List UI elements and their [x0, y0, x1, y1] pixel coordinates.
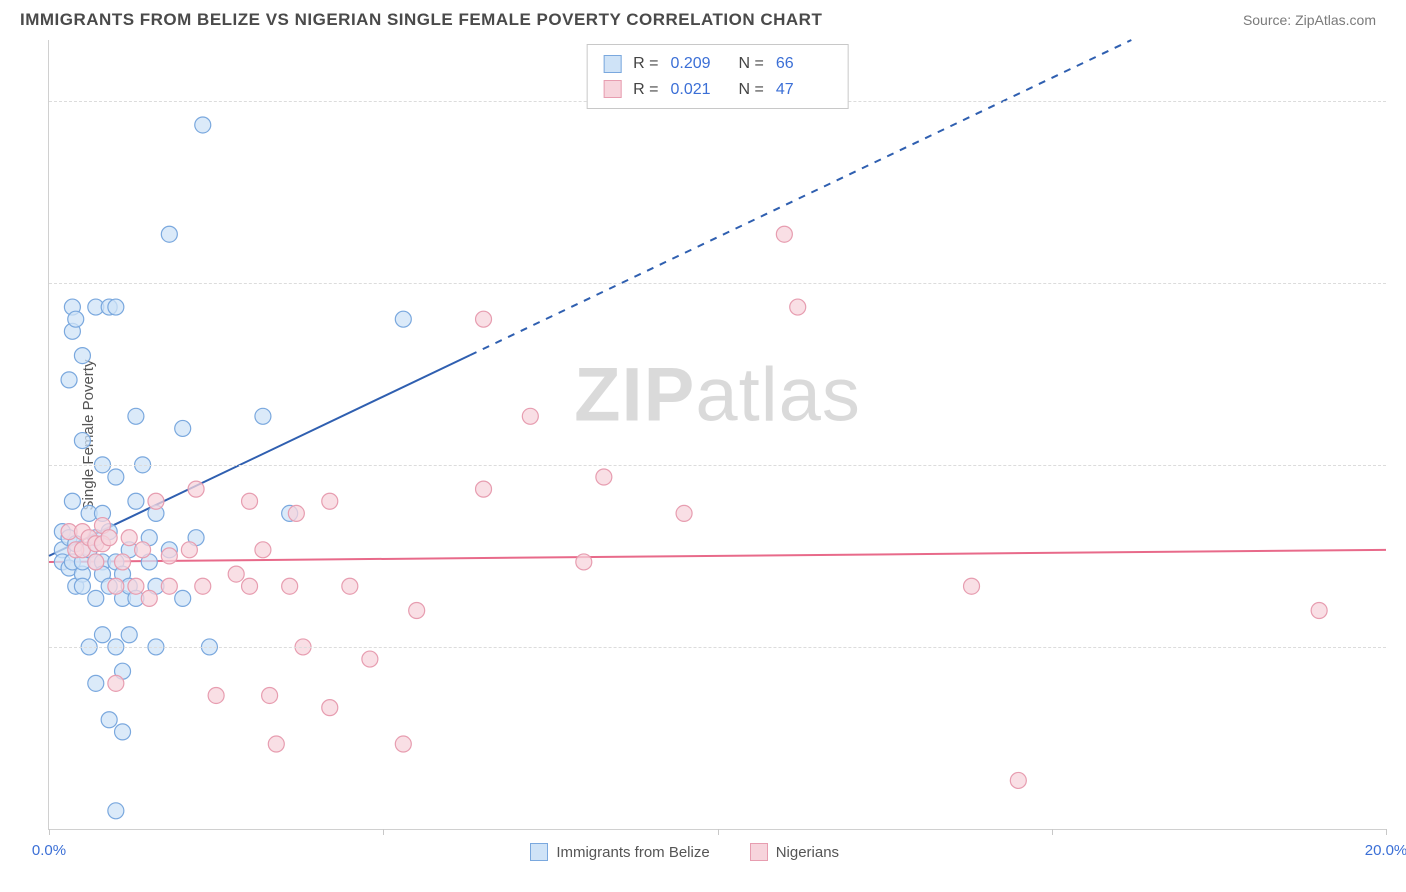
- data-point: [1311, 603, 1327, 619]
- r-value-1: 0.209: [671, 51, 727, 77]
- x-tick: [49, 829, 50, 835]
- data-point: [342, 578, 358, 594]
- data-point: [128, 493, 144, 509]
- legend-row-1: R = 0.209 N = 66: [603, 51, 832, 77]
- x-legend-label-1: Immigrants from Belize: [556, 844, 709, 861]
- data-point: [409, 603, 425, 619]
- x-legend-item-1: Immigrants from Belize: [530, 843, 709, 861]
- data-point: [141, 590, 157, 606]
- data-point: [64, 493, 80, 509]
- data-point: [161, 578, 177, 594]
- data-point: [476, 311, 492, 327]
- chart-area: Single Female Poverty ZIPatlas R = 0.209…: [48, 40, 1386, 830]
- legend-swatch-nigerians: [603, 80, 621, 98]
- r-value-2: 0.021: [671, 77, 727, 103]
- data-point: [108, 469, 124, 485]
- plot-svg: [49, 40, 1386, 829]
- data-point: [121, 627, 137, 643]
- grid-line: [49, 465, 1386, 466]
- data-point: [94, 627, 110, 643]
- x-tick: [718, 829, 719, 835]
- n-value-1: 66: [776, 51, 832, 77]
- grid-line: [49, 283, 1386, 284]
- data-point: [74, 578, 90, 594]
- data-point: [1010, 772, 1026, 788]
- x-legend-label-2: Nigerians: [776, 844, 839, 861]
- data-point: [61, 372, 77, 388]
- data-point: [101, 530, 117, 546]
- data-point: [322, 700, 338, 716]
- legend-row-2: R = 0.021 N = 47: [603, 77, 832, 103]
- data-point: [322, 493, 338, 509]
- data-point: [115, 724, 131, 740]
- data-point: [161, 226, 177, 242]
- data-point: [395, 311, 411, 327]
- data-point: [964, 578, 980, 594]
- data-point: [175, 590, 191, 606]
- data-point: [108, 803, 124, 819]
- chart-source: Source: ZipAtlas.com: [1243, 12, 1376, 28]
- data-point: [228, 566, 244, 582]
- x-swatch-2: [750, 843, 768, 861]
- data-point: [268, 736, 284, 752]
- data-point: [74, 433, 90, 449]
- x-legend-item-2: Nigerians: [750, 843, 839, 861]
- data-point: [288, 505, 304, 521]
- data-point: [128, 408, 144, 424]
- data-point: [242, 493, 258, 509]
- data-point: [161, 548, 177, 564]
- y-tick-label: 30.0%: [1394, 456, 1406, 473]
- data-point: [181, 542, 197, 558]
- data-point: [108, 675, 124, 691]
- data-point: [188, 481, 204, 497]
- data-point: [790, 299, 806, 315]
- data-point: [88, 554, 104, 570]
- grid-line: [49, 647, 1386, 648]
- data-point: [395, 736, 411, 752]
- data-point: [128, 578, 144, 594]
- data-point: [88, 675, 104, 691]
- data-point: [108, 299, 124, 315]
- data-point: [148, 493, 164, 509]
- correlation-legend: R = 0.209 N = 66 R = 0.021 N = 47: [586, 44, 849, 109]
- data-point: [74, 348, 90, 364]
- data-point: [262, 687, 278, 703]
- chart-title: IMMIGRANTS FROM BELIZE VS NIGERIAN SINGL…: [20, 10, 822, 30]
- data-point: [522, 408, 538, 424]
- y-tick-label: 45.0%: [1394, 274, 1406, 291]
- data-point: [195, 578, 211, 594]
- x-tick: [383, 829, 384, 835]
- y-tick-label: 60.0%: [1394, 92, 1406, 109]
- data-point: [121, 530, 137, 546]
- n-value-2: 47: [776, 77, 832, 103]
- x-tick-label: 0.0%: [32, 842, 66, 859]
- data-point: [676, 505, 692, 521]
- data-point: [362, 651, 378, 667]
- x-tick-label: 20.0%: [1365, 842, 1406, 859]
- legend-swatch-belize: [603, 55, 621, 73]
- x-tick: [1052, 829, 1053, 835]
- data-point: [242, 578, 258, 594]
- x-axis-legend: Immigrants from Belize Nigerians: [530, 843, 839, 861]
- data-point: [596, 469, 612, 485]
- data-point: [776, 226, 792, 242]
- data-point: [101, 712, 117, 728]
- data-point: [255, 408, 271, 424]
- data-point: [576, 554, 592, 570]
- data-point: [115, 554, 131, 570]
- data-point: [195, 117, 211, 133]
- data-point: [68, 311, 84, 327]
- data-point: [282, 578, 298, 594]
- data-point: [175, 420, 191, 436]
- data-point: [208, 687, 224, 703]
- data-point: [88, 590, 104, 606]
- chart-header: IMMIGRANTS FROM BELIZE VS NIGERIAN SINGL…: [0, 0, 1406, 36]
- data-point: [476, 481, 492, 497]
- x-swatch-1: [530, 843, 548, 861]
- x-tick: [1386, 829, 1387, 835]
- data-point: [255, 542, 271, 558]
- data-point: [135, 542, 151, 558]
- data-point: [108, 578, 124, 594]
- y-tick-label: 15.0%: [1394, 638, 1406, 655]
